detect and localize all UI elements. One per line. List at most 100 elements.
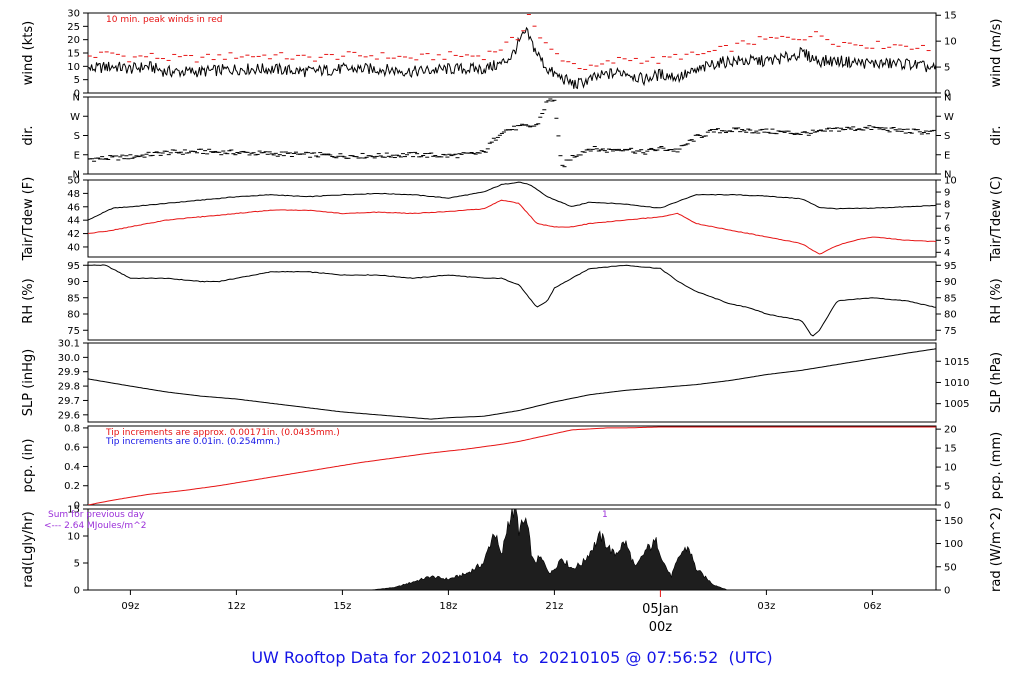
y-right-tick-label: 1010	[944, 378, 969, 389]
y-tick-label: 90	[67, 277, 80, 288]
panel-rh: 75 80 85 90 95 75 80 85 90 95 RH (%) RH (%)	[21, 261, 1004, 341]
y-tick-label: 0.4	[64, 462, 80, 473]
panel-frame	[87, 425, 937, 506]
panel-data	[88, 98, 936, 168]
footer-title: UW Rooftop Data for 20210104 to 20210105…	[0, 648, 1024, 667]
y-right-tick-label: 5	[944, 482, 950, 493]
y-axis-label-right: SLP (hPa)	[989, 352, 1004, 413]
y-right-tick-label: 95	[944, 261, 957, 272]
y-tick-label: 30.1	[58, 339, 80, 350]
x-tick-label: 03z	[757, 601, 775, 612]
y-right-tick-label: 8	[944, 200, 950, 211]
y-right-tick-label: 4	[944, 248, 950, 259]
y-axis-label: pcp. (in)	[21, 439, 36, 493]
y-axis-label-right: Tair/Tdew (C)	[989, 176, 1004, 262]
y-right-tick-label: 9	[944, 188, 950, 199]
y-right-tick-label: 50	[944, 562, 957, 573]
y-tick-label: 29.6	[58, 410, 80, 421]
y-axis-label: rad(Lgly/hr)	[21, 511, 36, 587]
y-axis-label-right: pcp. (mm)	[989, 432, 1004, 499]
y-right-tick-label: 1015	[944, 357, 969, 368]
y-axis-label: wind (kts)	[21, 21, 36, 85]
y-right-tick-label: 75	[944, 326, 957, 337]
footer-timezone: (UTC)	[728, 648, 773, 667]
y-right-tick-label: 80	[944, 310, 957, 321]
y-tick-label: 0.2	[64, 481, 80, 492]
y-tick-label: 46	[67, 202, 80, 213]
footer-to: to	[512, 648, 529, 667]
y-tick-label: N	[73, 170, 80, 181]
y-right-tick-label: N	[944, 170, 951, 181]
y-right-tick-label: 10	[944, 176, 957, 187]
y-tick-label: 29.7	[58, 396, 80, 407]
y-right-tick-label: N	[944, 93, 951, 104]
y-tick-label: 15	[67, 49, 80, 60]
y-right-tick-label: 100	[944, 539, 963, 550]
y-tick-label: 75	[67, 326, 80, 337]
y-tick-label: S	[74, 131, 80, 142]
series-line	[88, 348, 936, 420]
footer-start-date: 20210104	[420, 648, 503, 667]
x-tick-label: 15z	[333, 601, 351, 612]
rad-day-marker: 1	[602, 510, 608, 520]
y-tick-label: 0	[74, 501, 80, 512]
x-tick-label: 12z	[227, 601, 245, 612]
y-tick-label: 5	[74, 559, 80, 570]
y-tick-label: 10	[67, 532, 80, 543]
y-right-tick-label: 1005	[944, 399, 969, 410]
y-tick-label: 44	[67, 216, 80, 227]
panel-data	[88, 181, 936, 255]
series-line	[88, 199, 936, 255]
series-line	[88, 181, 936, 221]
y-tick-label: 0.6	[64, 443, 80, 454]
y-right-tick-label: 0	[944, 586, 950, 597]
panel-data	[370, 509, 728, 590]
y-tick-label: 20	[67, 35, 80, 46]
y-right-tick-label: 0	[944, 89, 950, 100]
y-tick-label: 29.8	[58, 382, 80, 393]
y-tick-label: 10	[67, 62, 80, 73]
y-axis-label-right: wind (m/s)	[989, 19, 1004, 88]
panel-slp: 29.6 29.7 29.8 29.9 30.0 30.1 1005 1010 1015 SLP …	[21, 339, 1004, 423]
panel-frame	[87, 261, 937, 341]
footer-end-date: 20210105	[538, 648, 621, 667]
y-tick-label: 25	[67, 22, 80, 33]
rad-area	[370, 509, 728, 590]
y-right-tick-label: 5	[944, 236, 950, 247]
y-right-tick-label: W	[944, 112, 954, 123]
y-right-tick-label: E	[944, 150, 950, 161]
y-right-tick-label: 6	[944, 224, 950, 235]
y-tick-label: 85	[67, 293, 80, 304]
panel-frame	[87, 342, 937, 423]
y-right-tick-label: 7	[944, 212, 950, 223]
day-marker-hour: 00z	[649, 620, 673, 635]
y-right-tick-label: 150	[944, 516, 963, 527]
y-right-tick-label: 15	[944, 11, 957, 22]
x-tick-label: 18z	[439, 601, 457, 612]
y-tick-label: 0.8	[64, 423, 80, 434]
y-right-tick-label: 85	[944, 293, 957, 304]
panel-data	[88, 426, 936, 505]
y-right-tick-label: 0	[944, 501, 950, 512]
y-axis-label-right: RH (%)	[989, 278, 1004, 323]
y-right-tick-label: 20	[944, 425, 957, 436]
y-right-tick-label: 15	[944, 444, 957, 455]
footer-prefix: UW Rooftop Data for	[251, 648, 416, 667]
y-tick-label: 29.9	[58, 367, 80, 378]
rad-sum-value: <--- 2.64 MJoules/m^2	[44, 521, 146, 531]
y-axis-label: dir.	[21, 125, 36, 145]
panel-data	[88, 348, 936, 420]
series-line	[88, 426, 936, 505]
panel-data	[88, 14, 936, 90]
y-right-tick-label: 10	[944, 463, 957, 474]
y-axis-label-right: rad (W/m^2)	[989, 507, 1004, 592]
y-tick-label: 30	[67, 9, 80, 20]
pcp-note-exact: Tip increments are 0.01in. (0.254mm.)	[105, 437, 280, 447]
footer-time: 07:56:52	[646, 648, 719, 667]
x-tick-label: 06z	[863, 601, 881, 612]
y-tick-label: 95	[67, 261, 80, 272]
y-tick-label: E	[74, 150, 80, 161]
